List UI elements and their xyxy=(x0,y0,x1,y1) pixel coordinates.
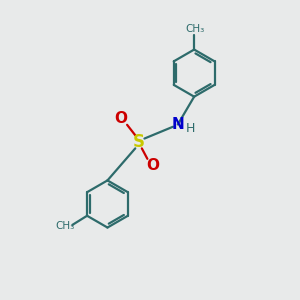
Text: O: O xyxy=(114,111,127,126)
Text: N: N xyxy=(171,117,184,132)
Text: CH₃: CH₃ xyxy=(185,24,205,34)
Text: CH₃: CH₃ xyxy=(56,221,75,231)
Text: O: O xyxy=(146,158,159,173)
Text: S: S xyxy=(133,133,145,151)
Text: H: H xyxy=(186,122,195,135)
